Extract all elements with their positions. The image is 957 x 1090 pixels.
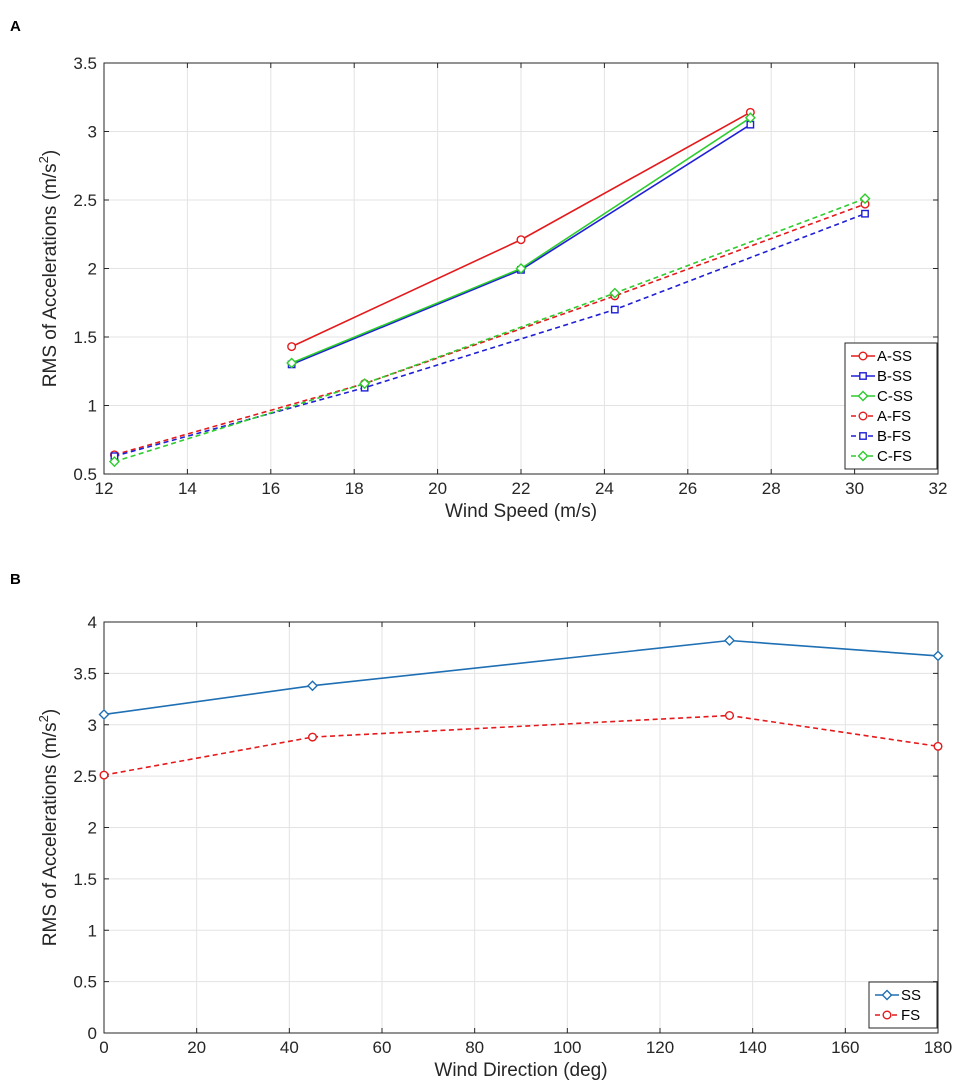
data-point-c-fs-3 bbox=[859, 193, 871, 205]
chart-b: 0 20 40 60 80 100 120 140 160 180 0 0.5 1 1.5 2 2.5 3 3.5… bbox=[36, 613, 952, 1081]
ytick-label-b-4: 2 bbox=[88, 819, 97, 838]
series-line-ss bbox=[103, 639, 939, 716]
data-point-fs-0 bbox=[99, 770, 109, 780]
series-c-ss bbox=[286, 112, 756, 369]
legend-label-b-fs: B-FS bbox=[877, 428, 911, 445]
ytick-label-b-6: 3 bbox=[88, 716, 97, 735]
data-point-c-fs-2 bbox=[609, 287, 621, 299]
ytick-label-b-3: 1.5 bbox=[73, 870, 97, 889]
data-point-c-ss-2 bbox=[744, 112, 756, 124]
ytick-label-b-7: 3.5 bbox=[73, 664, 97, 683]
legend-b: SS FS bbox=[868, 981, 938, 1029]
xtick-label-b-2: 40 bbox=[280, 1038, 299, 1057]
data-point-a-ss-1 bbox=[516, 235, 526, 245]
ytick-label-b-8: 4 bbox=[88, 613, 97, 632]
data-point-c-ss-1 bbox=[515, 263, 527, 274]
xtick-label-a-7: 26 bbox=[678, 479, 697, 498]
ytick-label-a-1: 1 bbox=[88, 397, 97, 416]
ytick-label-b-1: 0.5 bbox=[73, 973, 97, 992]
xtick-label-a-8: 28 bbox=[762, 479, 781, 498]
data-point-a-ss-0 bbox=[287, 342, 297, 352]
x-axis-title-b: Wind Direction (deg) bbox=[434, 1060, 607, 1081]
xtick-label-b-7: 140 bbox=[738, 1038, 766, 1057]
data-point-ss-1 bbox=[307, 680, 318, 692]
legend-marker-fs bbox=[882, 1010, 892, 1020]
ytick-label-a-3: 2 bbox=[88, 260, 97, 279]
legend-box-a bbox=[844, 342, 938, 470]
ytick-label-a-4: 2.5 bbox=[73, 191, 97, 210]
series-fs bbox=[99, 711, 943, 780]
xtick-label-a-9: 30 bbox=[845, 479, 864, 498]
ytick-label-a-6: 3.5 bbox=[73, 54, 97, 73]
xtick-label-a-3: 18 bbox=[345, 479, 364, 498]
legend-label-a-fs: A-FS bbox=[877, 408, 911, 425]
series-line-c-fs bbox=[114, 197, 866, 463]
legend-label-c-ss: C-SS bbox=[877, 388, 913, 405]
series-c-fs bbox=[108, 193, 871, 468]
panel-label-a: A bbox=[10, 18, 21, 35]
legend-marker-a-fs bbox=[858, 411, 868, 421]
ytick-label-a-2: 1.5 bbox=[73, 328, 97, 347]
xtick-label-a-6: 24 bbox=[595, 479, 614, 498]
legend-label-b-ss: B-SS bbox=[877, 368, 912, 385]
data-point-ss-0 bbox=[98, 708, 110, 720]
data-point-b-fs-3 bbox=[861, 209, 869, 218]
legend-marker-b-fs bbox=[859, 432, 867, 440]
series-ss bbox=[98, 635, 944, 720]
xtick-label-a-4: 20 bbox=[428, 479, 447, 498]
ytick-label-b-0: 0 bbox=[88, 1024, 97, 1043]
xtick-label-b-9: 180 bbox=[924, 1038, 952, 1057]
legend-label-a-ss: A-SS bbox=[877, 348, 912, 365]
xtick-label-b-0: 0 bbox=[99, 1038, 108, 1057]
xtick-label-a-2: 16 bbox=[261, 479, 280, 498]
data-point-ss-3 bbox=[932, 650, 944, 662]
legend-a: A-SS B-SS C-SS A-FS B-FS C-FS bbox=[844, 342, 938, 470]
legend-label-c-fs: C-FS bbox=[877, 448, 912, 465]
legend-marker-a-ss bbox=[858, 351, 868, 361]
series-a-ss bbox=[287, 107, 755, 352]
legend-marker-c-ss bbox=[857, 390, 869, 402]
data-point-c-fs-1 bbox=[359, 378, 371, 390]
data-point-fs-2 bbox=[725, 711, 735, 721]
data-point-b-fs-2 bbox=[610, 305, 619, 314]
data-point-fs-3 bbox=[933, 741, 943, 751]
data-point-c-ss-0 bbox=[286, 357, 298, 369]
series-line-fs bbox=[103, 714, 939, 776]
chart-a: 12 14 16 18 20 22 24 26 28 30 32 0.5 1 1.5 2 2.5 3 3.5 Win… bbox=[36, 54, 947, 522]
xtick-label-b-8: 160 bbox=[831, 1038, 859, 1057]
y-axis-title-a: RMS of Accelerations (m/s2) bbox=[36, 150, 61, 387]
xtick-label-b-6: 120 bbox=[646, 1038, 674, 1057]
legend-box-b bbox=[868, 981, 938, 1029]
legend-marker-ss bbox=[881, 989, 893, 1001]
series-line-a-fs bbox=[114, 203, 866, 456]
ytick-label-b-5: 2.5 bbox=[73, 767, 97, 786]
legend-label-fs: FS bbox=[901, 1007, 920, 1024]
x-axis-title-a: Wind Speed (m/s) bbox=[445, 501, 597, 522]
xtick-label-a-10: 32 bbox=[929, 479, 948, 498]
data-point-c-fs-0 bbox=[108, 456, 120, 468]
xtick-label-b-4: 80 bbox=[465, 1038, 484, 1057]
xtick-label-b-5: 100 bbox=[553, 1038, 581, 1057]
data-point-fs-1 bbox=[308, 732, 318, 742]
legend-marker-c-fs bbox=[857, 450, 869, 462]
xtick-label-a-0: 12 bbox=[95, 479, 114, 498]
y-axis-title-b: RMS of Accelerations (m/s2) bbox=[36, 709, 61, 946]
xtick-label-b-3: 60 bbox=[373, 1038, 392, 1057]
ytick-label-a-5: 3 bbox=[88, 123, 97, 142]
xtick-label-a-5: 22 bbox=[512, 479, 531, 498]
legend-label-ss: SS bbox=[901, 987, 921, 1004]
xtick-label-a-1: 14 bbox=[178, 479, 197, 498]
data-point-ss-2 bbox=[724, 635, 735, 646]
xtick-label-b-1: 20 bbox=[187, 1038, 206, 1057]
ytick-label-b-2: 1 bbox=[88, 921, 97, 940]
panel-label-b: B bbox=[10, 571, 21, 588]
ytick-label-a-0: 0.5 bbox=[73, 465, 97, 484]
legend-marker-b-ss bbox=[859, 372, 867, 380]
